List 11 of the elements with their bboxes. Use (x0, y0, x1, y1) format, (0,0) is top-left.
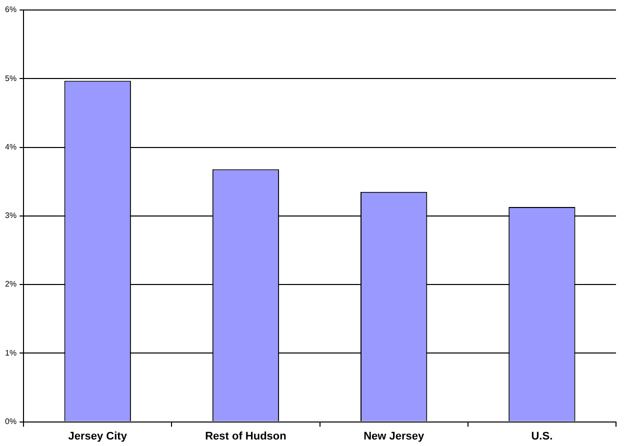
x-tick-label: New Jersey (364, 430, 425, 442)
y-tick-label: 4% (5, 142, 17, 152)
y-tick-label: 1% (5, 348, 17, 358)
x-tick-label: Jersey City (68, 430, 128, 442)
y-tick-label: 0% (5, 417, 17, 426)
y-tick-label: 6% (5, 5, 17, 14)
y-tick-label: 2% (5, 280, 17, 289)
y-tick-label: 5% (5, 74, 17, 83)
y-tick-label: 3% (5, 211, 17, 220)
x-tick-label: Rest of Hudson (205, 430, 287, 442)
x-tick-label: U.S. (531, 430, 553, 442)
